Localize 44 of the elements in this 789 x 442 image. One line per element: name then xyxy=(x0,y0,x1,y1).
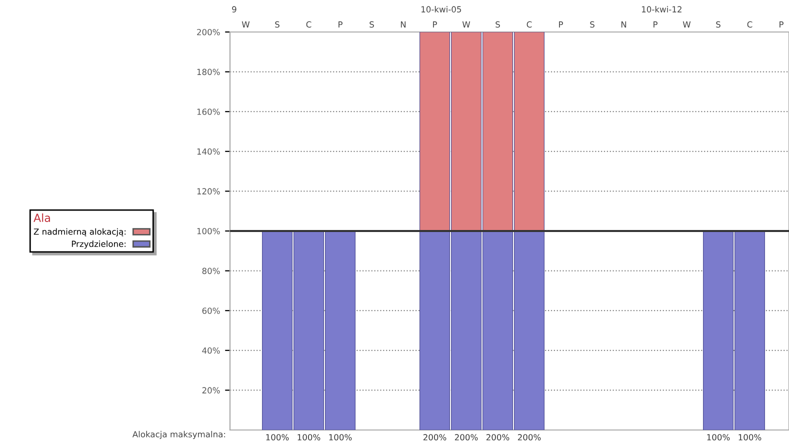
x-tick-label: W xyxy=(682,21,691,28)
legend-label: Przydzielone: xyxy=(72,240,126,249)
total-label: 200% xyxy=(423,434,446,440)
x-tick-label: S xyxy=(275,21,280,28)
x-tick-label: C xyxy=(747,21,752,28)
x-tick-label: N xyxy=(400,21,406,28)
total-label: 100% xyxy=(707,434,730,440)
text: 10-kwi-05 xyxy=(421,6,462,12)
y-tick-label: 20% xyxy=(202,387,220,394)
x-tick-label: N xyxy=(621,21,626,28)
total-label: 200% xyxy=(518,434,541,440)
total-label: 100% xyxy=(329,434,352,440)
x-tick-label: W xyxy=(462,21,470,28)
x-tick-label: C xyxy=(526,21,532,28)
total-label: 100% xyxy=(266,434,289,440)
text: Alokacja maksymalna: xyxy=(132,430,226,439)
x-tick-label: S xyxy=(496,21,500,28)
x-tick-label: P xyxy=(559,21,563,28)
x-tick-label: S xyxy=(716,21,720,28)
legend-title: Ala xyxy=(34,213,50,222)
y-tick-label: 120% xyxy=(197,188,220,194)
y-tick-label: 200% xyxy=(197,28,220,36)
x-tick-label: P xyxy=(433,21,437,28)
y-tick-label: 60% xyxy=(202,308,220,314)
x-tick-label: P xyxy=(780,21,784,28)
y-tick-label: 160% xyxy=(197,108,220,115)
x-tick-label: W xyxy=(242,21,250,28)
y-tick-label: 140% xyxy=(197,148,220,155)
x-tick-label: P xyxy=(338,21,342,28)
y-tick-label: 100% xyxy=(197,228,220,234)
x-tick-label: S xyxy=(590,21,594,28)
x-tick-label: S xyxy=(370,21,374,28)
total-label: 100% xyxy=(738,434,762,440)
total-label: 100% xyxy=(298,434,320,440)
legend-label: Z nadmierną alokacją: xyxy=(34,228,126,236)
y-tick-label: 180% xyxy=(197,68,220,76)
text: 10-kwi-12 xyxy=(642,6,682,12)
text: 9 xyxy=(232,6,236,12)
total-label: 200% xyxy=(486,434,510,440)
x-tick-label: C xyxy=(306,21,312,28)
y-tick-label: 40% xyxy=(202,347,220,354)
y-tick-label: 80% xyxy=(202,268,220,274)
total-label: 200% xyxy=(454,434,478,440)
x-tick-label: P xyxy=(654,21,658,28)
